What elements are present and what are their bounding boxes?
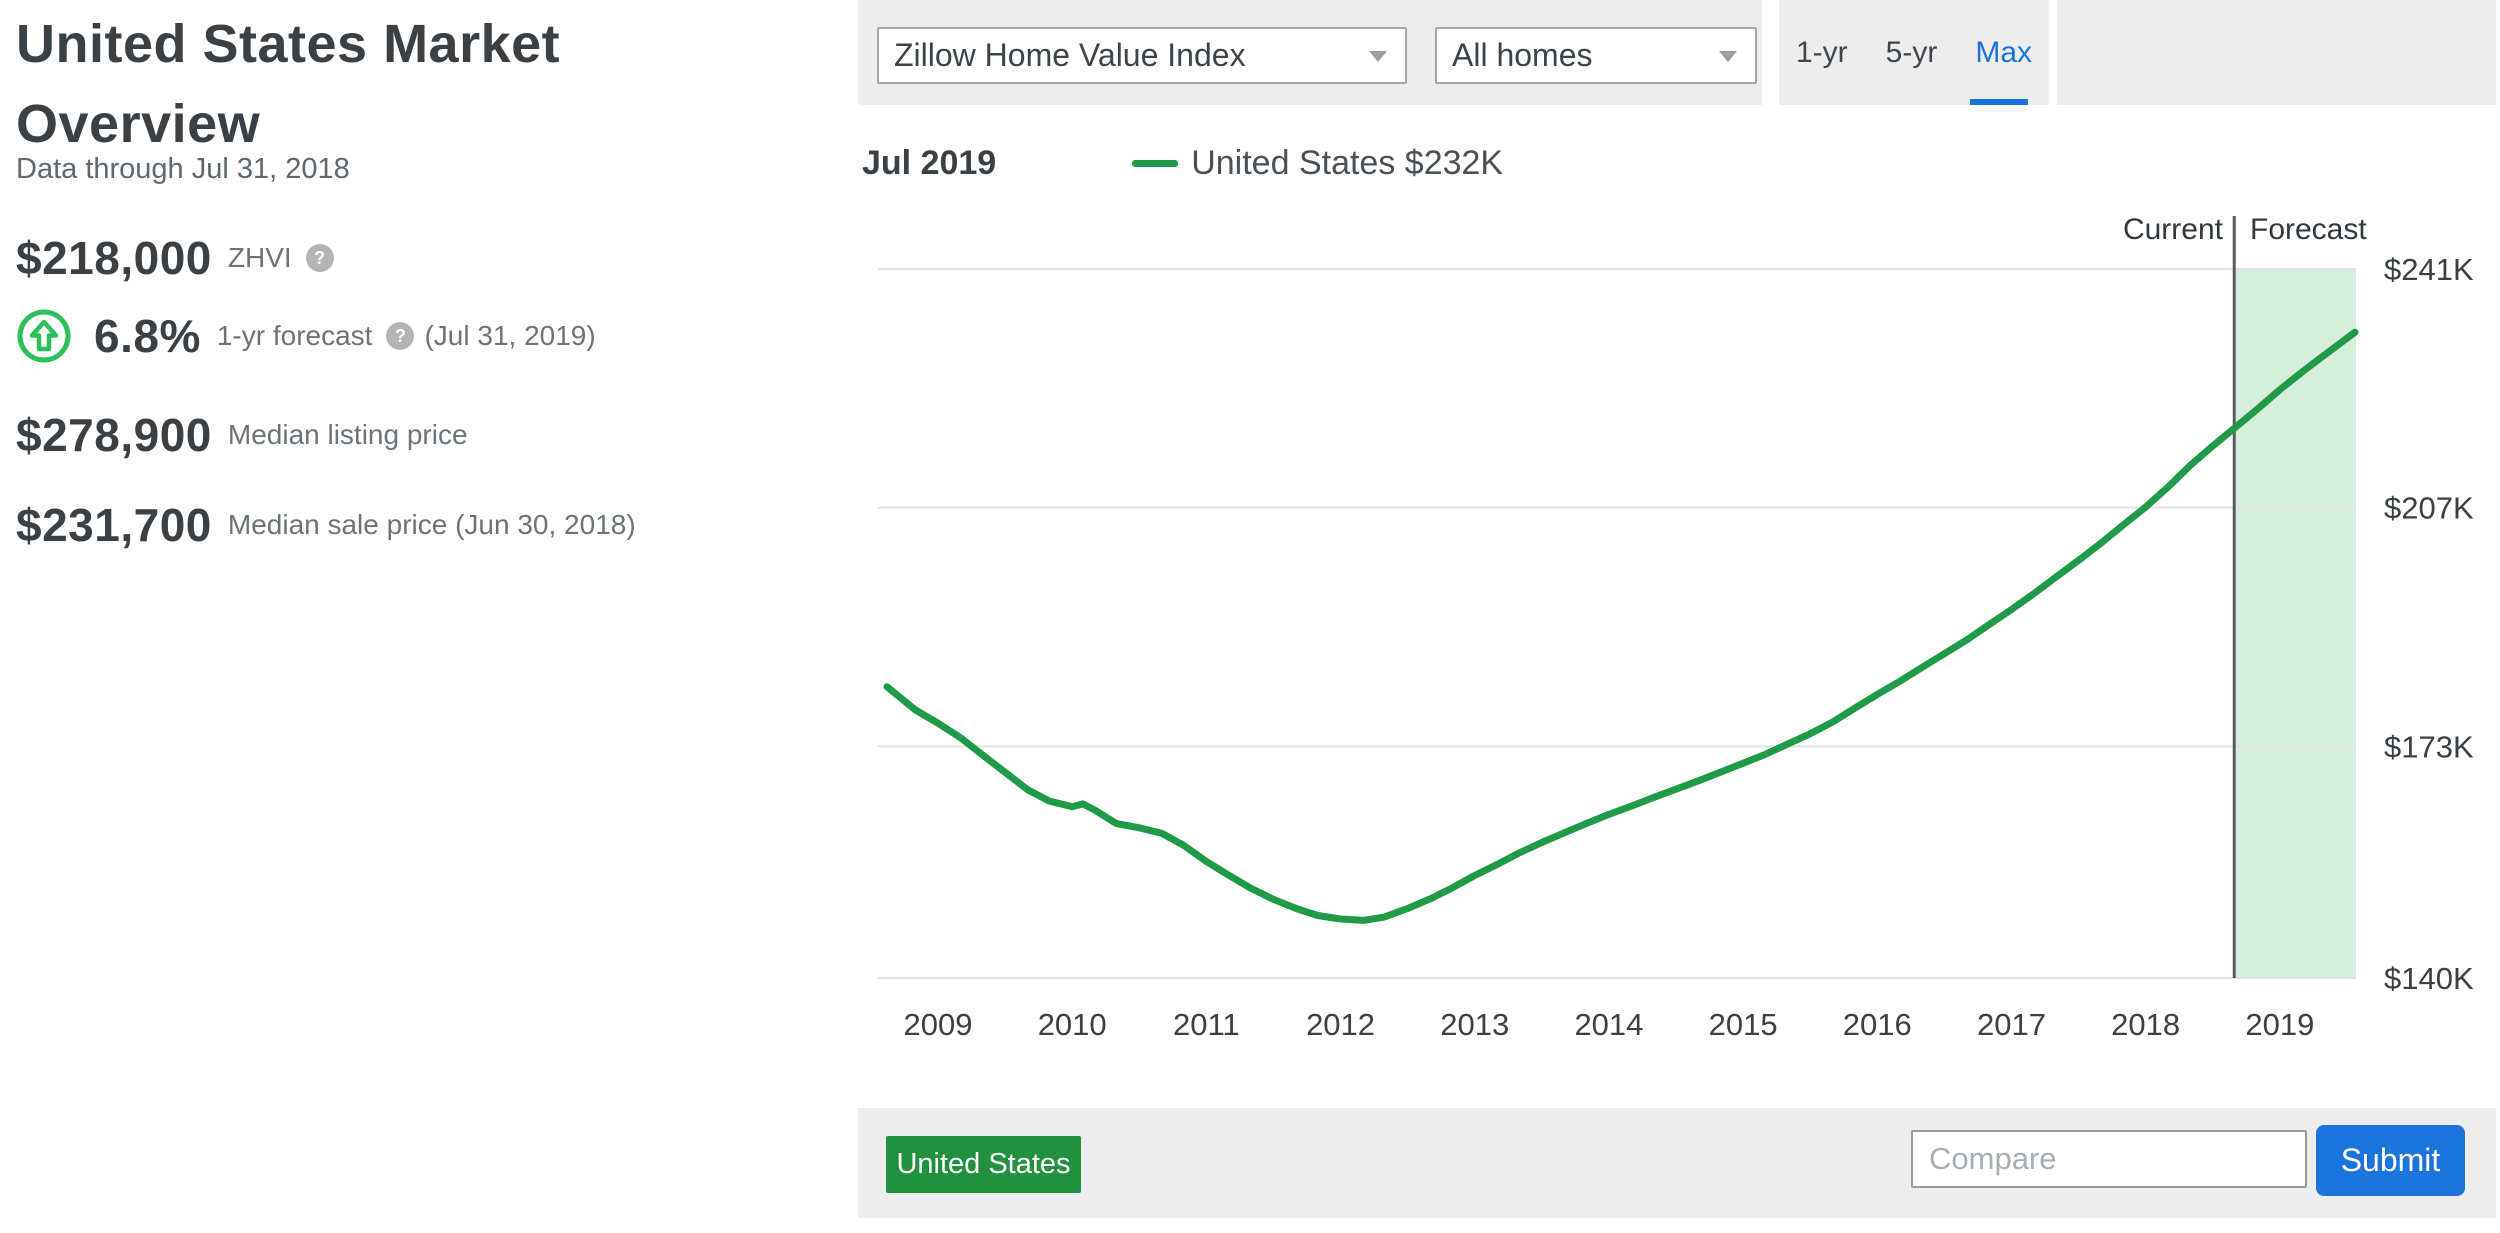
listing-value: $278,900 [16,409,212,461]
range-tabs: 1-yr 5-yr Max [1779,0,2049,105]
toolbar-strip-spacer [2057,0,2496,105]
svg-text:$173K: $173K [2384,729,2474,764]
listing-label: Median listing price [227,419,468,450]
zhvi-value: $218,000 [16,232,212,284]
region-chip-united-states[interactable]: United States [886,1136,1081,1193]
tab-5yr[interactable]: 5-yr [1885,35,1938,69]
svg-text:2014: 2014 [1574,1007,1643,1042]
tab-1yr[interactable]: 1-yr [1795,35,1848,69]
forecast-date-note: (Jul 31, 2019) [424,320,596,351]
forecast-label: 1-yr forecast [216,320,373,351]
stat-median-listing: $278,900 Median listing price [16,408,468,462]
legend-line-swatch [1132,159,1179,167]
metric-dropdown[interactable]: Zillow Home Value Index [877,27,1407,84]
active-tab-underline [1970,99,2028,105]
legend-series-label: United States $232K [1191,143,1504,182]
svg-text:$140K: $140K [2384,961,2474,996]
svg-text:2015: 2015 [1709,1007,1778,1042]
home-type-dropdown[interactable]: All homes [1435,27,1757,84]
sale-label: Median sale price (Jun 30, 2018) [227,509,636,540]
up-arrow-circle-icon [16,308,72,364]
stat-forecast: 6.8% 1-yr forecast ? (Jul 31, 2019) [16,308,596,364]
forecast-value: 6.8% [94,310,201,362]
data-through-note: Data through Jul 31, 2018 [16,153,350,185]
toolbar-strip-tabs [1779,0,2049,105]
current-region-label: Current [2122,213,2223,246]
page-title: United States Market Overview [16,14,561,154]
stat-median-sale: $231,700 Median sale price (Jun 30, 2018… [16,498,636,552]
zhvi-label: ZHVI [227,242,292,273]
chevron-down-icon [1369,50,1387,62]
svg-text:$241K: $241K [2384,252,2474,287]
svg-text:2017: 2017 [1977,1007,2046,1042]
zhvi-help-icon[interactable]: ? [305,244,334,272]
chart-legend: Jul 2019 United States $232K [862,143,1504,182]
svg-text:2016: 2016 [1843,1007,1912,1042]
svg-text:2012: 2012 [1306,1007,1375,1042]
svg-text:2011: 2011 [1173,1007,1240,1042]
svg-text:2019: 2019 [2245,1007,2314,1042]
tab-max[interactable]: Max [1975,35,2033,69]
home-type-dropdown-value: All homes [1452,37,1593,73]
forecast-region-label: Forecast [2250,213,2367,246]
sale-value: $231,700 [16,499,212,551]
compare-input[interactable] [1911,1130,2307,1188]
svg-text:2010: 2010 [1038,1007,1107,1042]
svg-text:2009: 2009 [904,1007,973,1042]
submit-button[interactable]: Submit [2316,1125,2465,1196]
svg-text:2013: 2013 [1440,1007,1509,1042]
chevron-down-icon [1719,50,1737,62]
svg-text:2018: 2018 [2111,1007,2180,1042]
metric-dropdown-value: Zillow Home Value Index [894,37,1246,73]
forecast-help-icon[interactable]: ? [386,322,415,350]
stat-zhvi: $218,000 ZHVI ? [16,231,334,285]
legend-hover-date: Jul 2019 [862,143,997,182]
svg-text:$207K: $207K [2384,491,2474,526]
